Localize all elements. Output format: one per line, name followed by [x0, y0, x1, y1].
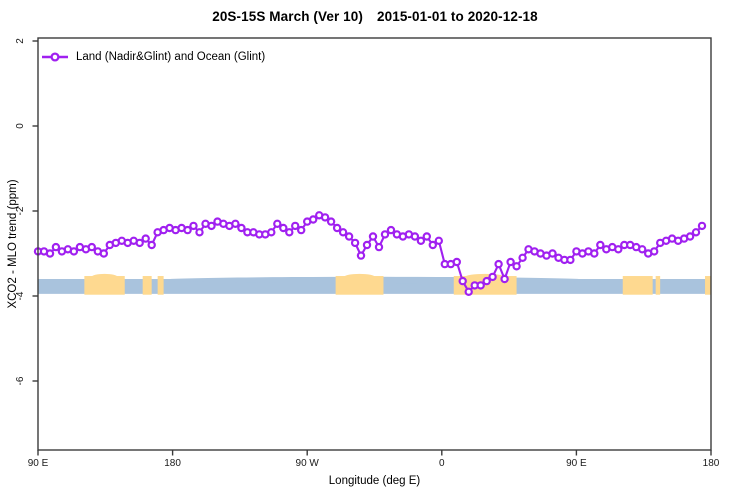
chart-title-region-period: 20S-15S March (Ver 10) [212, 9, 363, 24]
data-point [548, 249, 557, 258]
y-tick-label: -6 [15, 376, 26, 386]
data-point [237, 223, 246, 233]
data-point [326, 217, 336, 226]
y-tick-label: 2 [15, 38, 26, 44]
data-point [207, 221, 216, 231]
land-band-mound [344, 273, 375, 281]
data-point [189, 221, 198, 231]
land-band [84, 276, 125, 295]
land-band [705, 276, 711, 295]
data-point [452, 257, 461, 267]
data-point [291, 221, 300, 231]
x-axis-title: Longitude (deg E) [328, 475, 421, 487]
legend-open-circle-icon [50, 52, 60, 62]
land-band [622, 276, 653, 295]
y-axis-title: XCO2 - MLO trend (ppm) [7, 179, 19, 309]
data-point [99, 249, 109, 258]
data-point [410, 232, 420, 241]
x-tick-label: 90 E [27, 458, 49, 469]
legend-marker [42, 52, 68, 62]
data-point [279, 223, 288, 233]
land-band [335, 276, 384, 295]
land-band [142, 276, 152, 295]
data-point [691, 228, 701, 237]
land-band [655, 276, 661, 295]
data-point [267, 228, 276, 237]
data-point [650, 247, 659, 256]
legend-label: Land (Nadir&Glint) and Ocean (Glint) [76, 51, 266, 63]
data-point [482, 276, 491, 286]
data-point [141, 234, 150, 243]
data-point [147, 240, 156, 250]
x-tick-label: 180 [702, 458, 720, 469]
data-point [273, 219, 282, 228]
data-point [500, 274, 509, 284]
land-band [157, 276, 164, 295]
data-point [386, 225, 396, 235]
data-point [309, 215, 318, 224]
data-point [350, 238, 360, 248]
x-tick-label: 0 [439, 458, 445, 469]
data-point [344, 232, 354, 241]
chart-title-date-range: 2015-01-01 to 2020-12-18 [377, 9, 538, 24]
chart-title: 20S-15S March (Ver 10) 2015-01-01 to 2020… [0, 9, 750, 24]
data-point [338, 228, 348, 237]
data-point [685, 232, 695, 241]
data-point [374, 242, 384, 252]
data-point [135, 238, 144, 248]
data-point [596, 240, 605, 250]
data-point [512, 262, 521, 271]
data-point [422, 232, 431, 241]
data-point [488, 272, 497, 282]
data-point [416, 236, 426, 245]
data-point [506, 257, 515, 267]
data-point [69, 247, 79, 256]
plot-frame [37, 37, 712, 451]
data-point [368, 232, 378, 241]
y-tick-label: 0 [15, 123, 26, 129]
data-point [697, 221, 707, 231]
data-point [285, 228, 294, 237]
background-bands-layer [38, 273, 711, 295]
data-point [566, 255, 575, 265]
data-point [45, 249, 55, 258]
data-series-layer [33, 211, 707, 296]
land-band-mound [91, 273, 118, 281]
data-point [356, 251, 366, 260]
data-point [332, 223, 342, 233]
x-tick-label: 90 W [295, 458, 319, 469]
data-point [614, 245, 623, 254]
data-point [380, 230, 390, 239]
data-point [458, 276, 467, 286]
x-tick-label: 90 E [566, 458, 587, 469]
data-point [231, 219, 240, 228]
x-tick-label: 180 [164, 458, 181, 469]
tick-marks-layer [32, 40, 712, 456]
data-point [428, 240, 437, 250]
data-point [297, 225, 306, 235]
data-point [476, 281, 485, 290]
data-point [320, 213, 330, 222]
data-point [590, 249, 599, 258]
data-point [638, 245, 647, 254]
data-point [494, 259, 503, 269]
data-point [183, 225, 192, 235]
data-point [464, 287, 473, 296]
data-point [195, 228, 204, 237]
data-point [87, 242, 97, 252]
data-point [362, 240, 372, 250]
data-point [51, 242, 61, 252]
data-point [434, 236, 443, 245]
data-point [518, 253, 527, 262]
